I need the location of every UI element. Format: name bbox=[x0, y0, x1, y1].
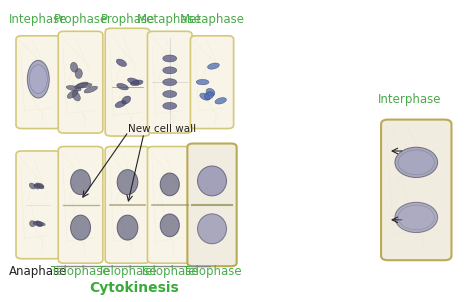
Ellipse shape bbox=[215, 98, 227, 104]
Ellipse shape bbox=[208, 63, 219, 69]
Ellipse shape bbox=[204, 92, 214, 100]
Ellipse shape bbox=[395, 147, 438, 178]
Ellipse shape bbox=[395, 202, 438, 233]
Ellipse shape bbox=[36, 222, 45, 226]
Ellipse shape bbox=[128, 78, 139, 85]
Ellipse shape bbox=[34, 221, 41, 226]
Text: Anaphase: Anaphase bbox=[9, 265, 67, 278]
Ellipse shape bbox=[66, 85, 81, 91]
Ellipse shape bbox=[71, 62, 78, 72]
Ellipse shape bbox=[163, 102, 177, 109]
Ellipse shape bbox=[117, 83, 128, 90]
Ellipse shape bbox=[84, 86, 98, 93]
Text: Cytokinesis: Cytokinesis bbox=[90, 281, 180, 295]
Ellipse shape bbox=[35, 184, 44, 188]
Ellipse shape bbox=[27, 60, 49, 98]
Ellipse shape bbox=[29, 65, 47, 94]
Ellipse shape bbox=[163, 79, 177, 86]
FancyBboxPatch shape bbox=[16, 151, 61, 259]
Ellipse shape bbox=[72, 92, 80, 101]
Text: Prophase: Prophase bbox=[54, 13, 108, 26]
FancyBboxPatch shape bbox=[191, 36, 234, 129]
FancyBboxPatch shape bbox=[187, 143, 237, 266]
Ellipse shape bbox=[36, 221, 43, 226]
Text: Telophase: Telophase bbox=[140, 265, 199, 278]
Ellipse shape bbox=[163, 91, 177, 98]
Ellipse shape bbox=[117, 215, 138, 240]
Ellipse shape bbox=[198, 214, 227, 244]
Ellipse shape bbox=[29, 183, 36, 189]
Ellipse shape bbox=[200, 93, 210, 100]
Ellipse shape bbox=[75, 69, 82, 79]
Text: Telophase: Telophase bbox=[182, 265, 241, 278]
Text: New cell wall: New cell wall bbox=[128, 124, 196, 133]
Ellipse shape bbox=[130, 80, 143, 85]
Ellipse shape bbox=[71, 170, 91, 194]
Ellipse shape bbox=[74, 82, 88, 89]
Ellipse shape bbox=[163, 67, 177, 74]
FancyBboxPatch shape bbox=[58, 146, 103, 263]
Ellipse shape bbox=[198, 166, 227, 196]
Ellipse shape bbox=[122, 96, 131, 104]
FancyBboxPatch shape bbox=[16, 36, 61, 129]
Ellipse shape bbox=[115, 101, 126, 108]
Ellipse shape bbox=[34, 184, 43, 188]
FancyBboxPatch shape bbox=[105, 146, 150, 263]
Ellipse shape bbox=[398, 150, 434, 175]
Ellipse shape bbox=[160, 214, 179, 237]
Ellipse shape bbox=[206, 88, 215, 96]
Text: Telophase: Telophase bbox=[98, 265, 157, 278]
Text: Metaphase: Metaphase bbox=[137, 13, 202, 26]
Ellipse shape bbox=[117, 170, 138, 194]
FancyBboxPatch shape bbox=[105, 28, 150, 136]
Ellipse shape bbox=[77, 83, 92, 88]
Ellipse shape bbox=[37, 183, 44, 189]
Ellipse shape bbox=[34, 222, 43, 226]
Text: Prophase: Prophase bbox=[100, 13, 155, 26]
FancyBboxPatch shape bbox=[147, 146, 192, 263]
Ellipse shape bbox=[163, 55, 177, 62]
Ellipse shape bbox=[67, 90, 78, 98]
Ellipse shape bbox=[35, 183, 40, 189]
Ellipse shape bbox=[196, 79, 209, 85]
Text: Telophase: Telophase bbox=[51, 265, 110, 278]
Ellipse shape bbox=[116, 59, 127, 66]
FancyBboxPatch shape bbox=[147, 31, 192, 133]
FancyBboxPatch shape bbox=[381, 120, 451, 260]
Text: Intephase: Intephase bbox=[9, 13, 68, 26]
Text: Interphase: Interphase bbox=[377, 93, 441, 106]
Ellipse shape bbox=[398, 205, 434, 230]
FancyBboxPatch shape bbox=[58, 31, 103, 133]
Text: Metaphase: Metaphase bbox=[180, 13, 245, 26]
Ellipse shape bbox=[160, 173, 179, 196]
Ellipse shape bbox=[29, 220, 35, 227]
Ellipse shape bbox=[71, 215, 91, 240]
